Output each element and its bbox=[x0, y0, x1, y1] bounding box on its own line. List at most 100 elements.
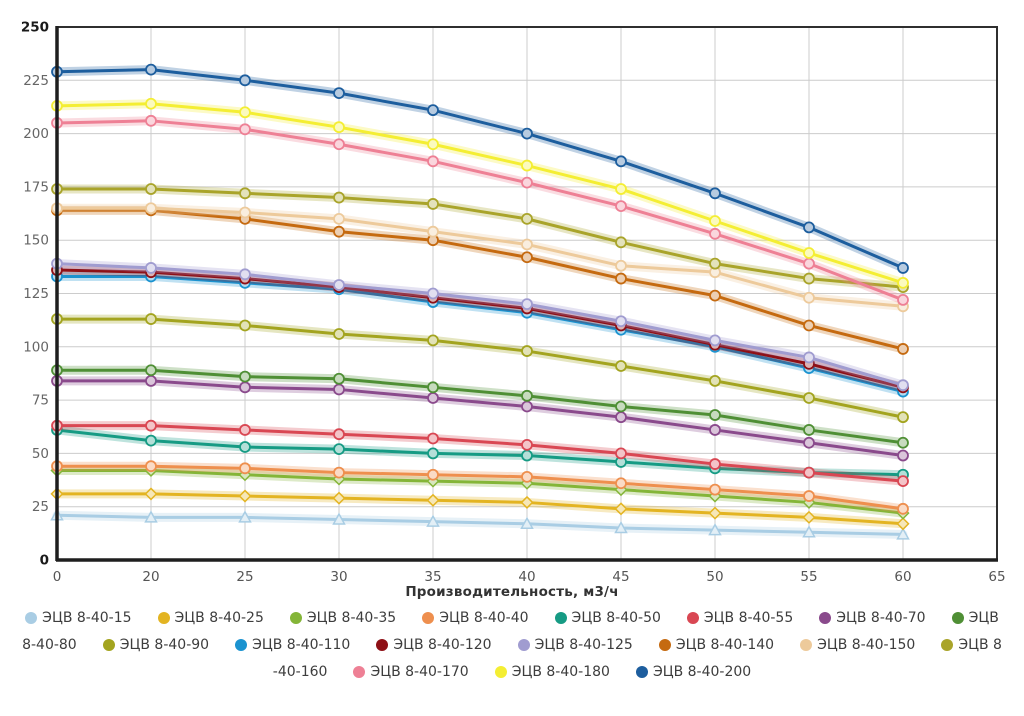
data-point bbox=[896, 517, 910, 531]
data-point bbox=[709, 409, 721, 421]
legend-item[interactable]: ЭЦВ 8-40-200 bbox=[635, 664, 752, 680]
data-point bbox=[897, 436, 909, 449]
legend-item[interactable]: ЭЦВ bbox=[951, 610, 999, 626]
legend-item[interactable]: ЭЦВ 8-40-180 bbox=[494, 664, 610, 680]
data-point bbox=[614, 520, 628, 534]
x-tick-label: 35 bbox=[424, 569, 441, 585]
data-point bbox=[427, 287, 439, 300]
legend-item[interactable]: ЭЦВ 8-40-90 bbox=[102, 637, 209, 653]
legend-item[interactable]: ЭЦВ 8-40-125 bbox=[517, 637, 633, 653]
data-point bbox=[708, 523, 722, 536]
legend-label: ЭЦВ 8-40-180 bbox=[511, 664, 610, 680]
legend-label: ЭЦВ 8-40-25 bbox=[174, 610, 264, 626]
data-point bbox=[897, 502, 909, 515]
data-point bbox=[145, 364, 157, 377]
legend-label: ЭЦВ 8-40-150 bbox=[817, 637, 916, 653]
data-point bbox=[238, 510, 252, 523]
data-point bbox=[521, 251, 533, 264]
legend-swatch-icon bbox=[353, 666, 366, 678]
legend-item[interactable]: ЭЦВ 8-40-15 bbox=[25, 610, 132, 626]
legend-label: ЭЦВ 8-40-70 bbox=[836, 610, 926, 626]
legend-label: 8-40-80 bbox=[22, 637, 77, 653]
legend-item[interactable]: ЭЦВ 8-40-35 bbox=[289, 610, 396, 626]
legend-item[interactable]: -40-160 bbox=[273, 664, 328, 680]
data-point bbox=[709, 215, 721, 227]
data-point bbox=[333, 225, 345, 238]
data-point bbox=[238, 489, 252, 503]
data-point bbox=[145, 434, 157, 447]
data-point bbox=[709, 458, 721, 470]
data-point bbox=[427, 447, 439, 460]
legend-label: ЭЦВ bbox=[968, 610, 999, 626]
legend-item[interactable]: ЭЦВ 8-40-55 bbox=[686, 610, 793, 626]
data-point bbox=[521, 345, 533, 357]
data-point bbox=[239, 268, 251, 281]
data-point bbox=[521, 176, 533, 189]
legend-item[interactable]: ЭЦВ 8-40-120 bbox=[376, 637, 492, 653]
legend-item[interactable]: ЭЦВ 8-40-25 bbox=[157, 610, 264, 626]
data-point bbox=[709, 227, 721, 240]
x-tick-label: 65 bbox=[988, 569, 1005, 585]
data-point bbox=[426, 493, 440, 507]
legend-item[interactable]: ЭЦВ 8-40-110 bbox=[235, 637, 350, 653]
legend-row: -40-160 ЭЦВ 8-40-170 ЭЦВ 8-40-180 ЭЦВ 8-40-… bbox=[273, 664, 751, 680]
data-point bbox=[427, 155, 439, 168]
data-point bbox=[239, 74, 251, 87]
legend-swatch-icon bbox=[289, 612, 302, 624]
legend-item[interactable]: 8-40-80 bbox=[22, 637, 77, 653]
legend-row: 8-40-80 ЭЦВ 8-40-90 ЭЦВ 8-40-110 ЭЦВ 8-40-1… bbox=[22, 637, 1002, 653]
legend-item[interactable]: ЭЦВ 8-40-50 bbox=[554, 610, 661, 626]
legend-item[interactable]: ЭЦВ 8-40-150 bbox=[800, 637, 915, 653]
data-point bbox=[803, 257, 815, 270]
data-point bbox=[427, 138, 439, 151]
data-point bbox=[521, 298, 533, 311]
legend-swatch-icon bbox=[517, 639, 530, 651]
data-point bbox=[333, 443, 345, 456]
legend-item[interactable]: ЭЦВ 8-40-140 bbox=[658, 637, 775, 653]
data-point bbox=[803, 291, 815, 304]
legend-item[interactable]: ЭЦВ 8-40-40 bbox=[422, 610, 529, 626]
y-tick-label: 200 bbox=[23, 126, 49, 142]
data-point bbox=[709, 375, 721, 387]
data-point bbox=[521, 389, 533, 402]
data-point bbox=[239, 123, 251, 136]
legend-item[interactable]: ЭЦВ 8-40-170 bbox=[353, 664, 469, 680]
data-point bbox=[897, 411, 909, 424]
data-point bbox=[615, 411, 627, 424]
legend-swatch-icon bbox=[422, 612, 435, 624]
data-point bbox=[803, 424, 815, 436]
data-point bbox=[709, 424, 721, 436]
data-point bbox=[145, 375, 157, 387]
legend-label: ЭЦВ 8-40-140 bbox=[675, 637, 775, 653]
legend-label: ЭЦВ 8-40-200 bbox=[652, 664, 752, 680]
legend-item[interactable]: ЭЦВ 8 bbox=[941, 637, 1002, 653]
data-point bbox=[239, 370, 251, 383]
data-point bbox=[239, 106, 251, 119]
data-point bbox=[709, 483, 721, 496]
data-point bbox=[897, 293, 909, 306]
data-point bbox=[803, 392, 815, 404]
data-point bbox=[333, 372, 345, 385]
data-point bbox=[802, 525, 816, 538]
legend-item[interactable]: ЭЦВ 8-40-70 bbox=[819, 610, 926, 626]
data-point bbox=[615, 272, 627, 285]
data-point bbox=[145, 97, 157, 110]
chart-canvas: 0 25 50 75 100 125 150 175 200 225 250 0 20 25 30 35 40 4… bbox=[21, 20, 1006, 586]
data-point bbox=[333, 87, 345, 99]
data-point bbox=[145, 63, 157, 76]
chart-legend: ЭЦВ 8-40-15 ЭЦВ 8-40-25 ЭЦВ 8-40-35 ЭЦВ 8-4… bbox=[7, 610, 1017, 680]
data-point bbox=[521, 400, 533, 413]
y-tick-label: 75 bbox=[32, 393, 49, 409]
data-point bbox=[520, 516, 534, 530]
data-point bbox=[897, 449, 909, 462]
legend-swatch-icon bbox=[554, 612, 567, 624]
y-tick-label: 250 bbox=[21, 20, 49, 36]
data-point bbox=[897, 379, 909, 392]
data-point bbox=[332, 512, 346, 525]
data-point bbox=[803, 247, 815, 259]
data-point bbox=[521, 438, 533, 451]
y-tick-label: 150 bbox=[23, 233, 49, 249]
data-point bbox=[427, 225, 439, 238]
data-point bbox=[708, 506, 722, 520]
